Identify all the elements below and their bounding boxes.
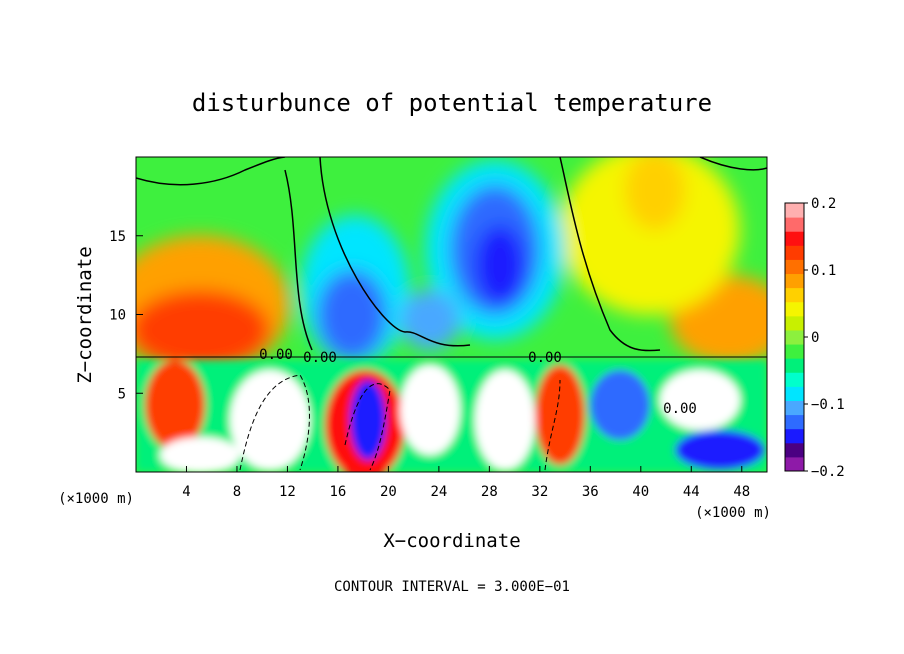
contour-label-group: 0.00 0.00 0.00 0.00 (259, 347, 697, 417)
colorbar-tick-label: −0.1 (811, 397, 845, 413)
colorbar-segment (785, 301, 804, 317)
x-tick-label: 8 (233, 484, 241, 500)
plot-area (136, 157, 767, 472)
colorbar: 0.2 0.1 0 −0.1 −0.2 (784, 196, 845, 480)
colorbar-segment (785, 372, 804, 387)
x-axis-unit-right: (×1000 m) (695, 505, 771, 521)
y-tick-label: 5 (118, 386, 126, 402)
x-tick-label: 28 (481, 484, 498, 500)
colorbar-segment (785, 231, 804, 246)
colorbar-segment (785, 329, 804, 345)
x-tick-label: 4 (182, 484, 190, 500)
x-tick-label: 20 (380, 484, 397, 500)
colorbar-segment (785, 414, 804, 430)
contour-label: 0.00 (259, 347, 293, 363)
contour-label: 0.00 (303, 350, 337, 366)
contour-label: 0.00 (528, 350, 562, 366)
contour-label: 0.00 (663, 401, 697, 417)
colorbar-segment (785, 315, 804, 331)
colorbar-segment (785, 386, 804, 401)
colorbar-segment (785, 245, 804, 260)
colorbar-segment (785, 428, 804, 444)
colorbar-segment (785, 400, 804, 416)
x-tick-label: 40 (632, 484, 649, 500)
chart-title: disturbunce of potential temperature (192, 89, 712, 117)
x-tick-label: 16 (329, 484, 346, 500)
contour-dashed (239, 374, 561, 471)
colorbar-tick-label: 0 (811, 330, 819, 346)
colorbar-segment (785, 456, 804, 472)
colorbar-tick-label: 0.1 (811, 263, 836, 279)
x-tick-label: 12 (279, 484, 296, 500)
x-axis-label: X−coordinate (383, 530, 520, 552)
field-lower (136, 360, 767, 472)
x-tick-label: 24 (430, 484, 447, 500)
colorbar-segment (785, 273, 804, 289)
colorbar-tick-label: −0.2 (811, 464, 845, 480)
colorbar-segment (785, 203, 804, 218)
y-tick-label: 10 (109, 308, 126, 324)
field-upper (136, 157, 767, 375)
contour-lines (136, 157, 767, 358)
colorbar-tick-label: 0.2 (811, 196, 836, 212)
y-axis-label: Z−coordinate (74, 246, 96, 383)
colorbar-segment (785, 259, 804, 275)
x-tick-label: 32 (531, 484, 548, 500)
colorbar-segment (785, 344, 804, 359)
colorbar-segment (785, 217, 804, 232)
colorbar-segment (785, 287, 804, 303)
colorbar-segment (785, 442, 804, 458)
colorbar-segment (785, 358, 804, 373)
x-tick-label: 44 (683, 484, 700, 500)
y-tick-label: 15 (109, 229, 126, 245)
contour-interval-note: CONTOUR INTERVAL = 3.000E−01 (334, 579, 570, 595)
x-tick-label: 36 (582, 484, 599, 500)
x-tick-label: 48 (733, 484, 750, 500)
x-axis-unit-left: (×1000 m) (58, 491, 134, 507)
